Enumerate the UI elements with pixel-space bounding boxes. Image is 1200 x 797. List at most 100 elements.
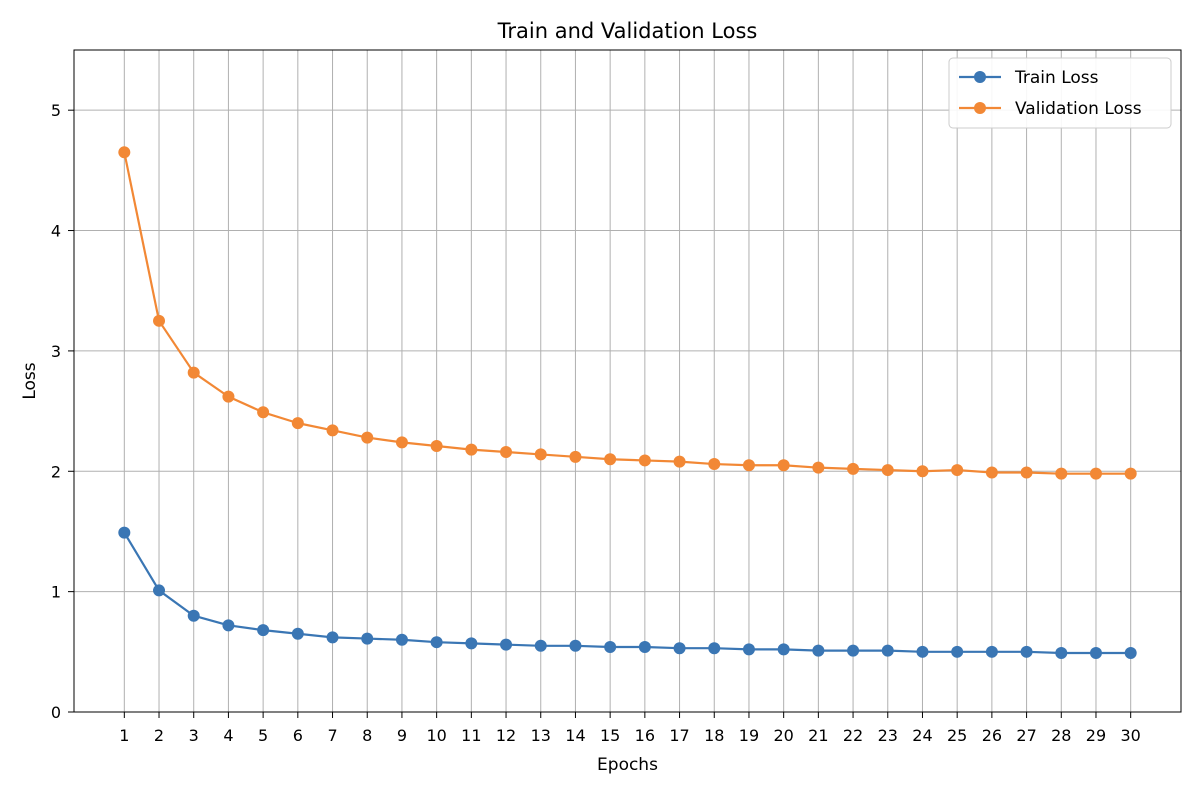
validation-loss-point <box>291 417 304 430</box>
train-loss-point <box>638 641 651 654</box>
y-axis-label: Loss <box>20 362 40 399</box>
train-loss-legend-label: Train Loss <box>1014 68 1099 88</box>
train-loss-point <box>1020 645 1033 658</box>
validation-loss-legend-label: Validation Loss <box>1015 99 1142 119</box>
x-tick-label: 7 <box>327 726 337 745</box>
x-tick-label: 21 <box>808 726 828 745</box>
chart-title: Train and Validation Loss <box>497 19 758 43</box>
grid <box>74 50 1181 713</box>
validation-loss-point <box>257 406 270 419</box>
validation-loss-point <box>534 448 547 461</box>
x-tick-label: 3 <box>189 726 199 745</box>
validation-loss-point <box>153 314 166 327</box>
validation-loss-point <box>847 462 860 475</box>
x-tick-label: 10 <box>426 726 446 745</box>
y-tick-label: 0 <box>51 703 61 722</box>
validation-loss-point <box>604 453 617 466</box>
validation-loss-line <box>123 152 1131 475</box>
train-loss-point <box>291 627 304 640</box>
y-tick-label: 5 <box>51 101 61 120</box>
validation-loss-point <box>812 461 825 474</box>
x-tick-label: 14 <box>565 726 585 745</box>
x-tick-label: 26 <box>982 726 1002 745</box>
train-loss-point <box>1055 647 1068 660</box>
validation-loss-point <box>326 424 339 437</box>
x-tick-label: 20 <box>773 726 793 745</box>
train-loss-point <box>361 632 374 645</box>
x-tick-label: 27 <box>1016 726 1036 745</box>
train-loss-point <box>916 645 929 658</box>
x-tick-label: 19 <box>739 726 759 745</box>
train-loss-line <box>123 532 1131 655</box>
validation-loss-point <box>916 465 929 478</box>
validation-loss-point <box>881 464 894 477</box>
x-tick-label: 23 <box>878 726 898 745</box>
validation-loss-legend-marker <box>974 102 986 114</box>
train-loss-point <box>257 624 270 637</box>
series-area <box>118 146 1137 660</box>
validation-loss-point <box>1089 467 1102 480</box>
validation-loss-point <box>118 146 131 159</box>
y-tick-label: 1 <box>51 583 61 602</box>
validation-loss-point <box>673 455 686 468</box>
train-loss-point <box>951 645 964 658</box>
validation-loss-point <box>742 459 755 472</box>
train-loss-point <box>395 633 408 646</box>
y-axis: 0 1 2 3 4 5 <box>51 101 74 722</box>
train-loss-series <box>118 526 1137 660</box>
validation-loss-point <box>1124 467 1137 480</box>
legend: Train Loss Validation Loss <box>948 57 1172 129</box>
validation-loss-point <box>985 466 998 479</box>
x-tick-label: 28 <box>1051 726 1071 745</box>
x-axis-label: Epochs <box>597 755 658 775</box>
train-loss-point <box>847 644 860 657</box>
train-loss-point <box>604 641 617 654</box>
train-loss-point <box>1089 647 1102 660</box>
train-loss-point <box>153 584 166 597</box>
train-loss-point <box>326 631 339 644</box>
train-loss-point <box>1124 647 1137 660</box>
x-axis: 1 2 3 4 5 6 7 8 9 10 11 12 13 14 15 16 17 18 19 20 21 22 23 24 2… <box>119 712 1141 745</box>
train-loss-point <box>708 642 721 655</box>
x-tick-label: 29 <box>1086 726 1106 745</box>
validation-loss-point <box>1055 467 1068 480</box>
validation-loss-point <box>430 439 443 452</box>
train-loss-point <box>187 609 200 622</box>
validation-loss-point <box>361 431 374 444</box>
x-tick-label: 24 <box>912 726 932 745</box>
legend-box <box>948 57 1172 129</box>
train-loss-point <box>812 644 825 657</box>
train-loss-point <box>500 638 513 651</box>
x-tick-label: 16 <box>635 726 655 745</box>
validation-loss-point <box>187 366 200 379</box>
train-loss-point <box>742 643 755 656</box>
validation-loss-point <box>638 454 651 467</box>
validation-loss-point <box>1020 466 1033 479</box>
y-tick-label: 2 <box>51 462 61 481</box>
validation-loss-point <box>777 459 790 472</box>
x-tick-label: 18 <box>704 726 724 745</box>
validation-loss-point <box>951 464 964 477</box>
x-tick-label: 13 <box>531 726 551 745</box>
train-loss-point <box>118 526 131 539</box>
x-tick-label: 15 <box>600 726 620 745</box>
validation-loss-point <box>222 390 235 403</box>
validation-loss-point <box>465 443 478 456</box>
train-loss-point <box>985 645 998 658</box>
x-tick-label: 1 <box>119 726 129 745</box>
validation-loss-point <box>708 458 721 471</box>
y-tick-label: 4 <box>51 222 61 241</box>
train-loss-point <box>569 639 582 652</box>
plot-frame <box>73 49 1182 713</box>
x-tick-label: 22 <box>843 726 863 745</box>
validation-loss-point <box>569 450 582 463</box>
y-tick-label: 3 <box>51 342 61 361</box>
x-tick-label: 12 <box>496 726 516 745</box>
validation-loss-point <box>395 436 408 449</box>
train-loss-point <box>534 639 547 652</box>
x-tick-label: 25 <box>947 726 967 745</box>
x-tick-label: 2 <box>154 726 164 745</box>
x-tick-label: 30 <box>1121 726 1141 745</box>
validation-loss-point <box>500 446 513 459</box>
train-loss-point <box>465 637 478 650</box>
